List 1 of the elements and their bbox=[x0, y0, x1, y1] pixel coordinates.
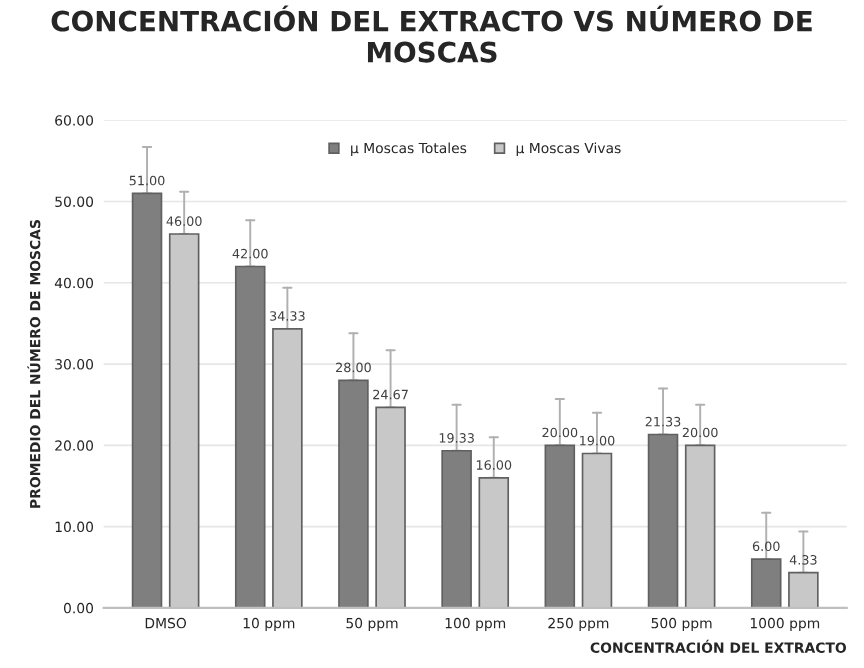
chart-title: CONCENTRACIÓN DEL EXTRACTO VS NÚMERO DE MOSCAS bbox=[51, 5, 812, 63]
